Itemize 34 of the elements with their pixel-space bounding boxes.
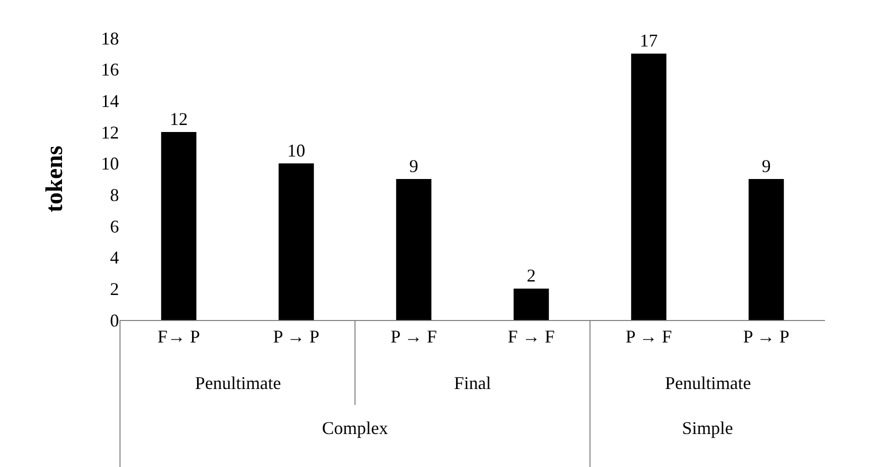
x-tick-label: F→ P [157,326,200,347]
text: Complex [322,418,388,438]
y-tick-label: 8 [110,184,119,205]
bar [748,179,784,320]
data-label: 9 [409,156,418,176]
bar [161,132,196,320]
y-tick-label: 10 [101,154,119,174]
y-tick-label: 12 [101,122,119,142]
y-tick-label: 0 [110,310,119,330]
y-axis-title: tokens [42,146,68,212]
text: Penultimate [195,373,281,393]
data-label: 17 [640,30,658,51]
x-tick-label: P → P [743,326,790,347]
bar [396,179,432,320]
text: Simple [682,418,734,438]
text: Final [454,373,492,393]
y-tick-label: 14 [101,90,119,111]
x-tick-label: F → F [508,326,555,347]
y-tick-label: 4 [110,248,119,268]
text: Penultimate [665,373,751,393]
y-tick-label: 2 [110,278,119,299]
bar [631,54,666,320]
x-tick-label: P → F [390,326,437,347]
bar [514,288,549,320]
y-tick-label: 16 [101,60,119,80]
x-tick-label: P → F [626,326,672,347]
data-label: 9 [762,156,771,176]
data-label: 12 [170,109,188,129]
bar [278,163,314,320]
data-label: 10 [287,140,306,160]
y-tick-label: 18 [101,28,119,48]
y-tick-label: 6 [110,216,119,236]
x-tick-label: P → P [273,326,320,347]
data-label: 2 [526,266,536,286]
